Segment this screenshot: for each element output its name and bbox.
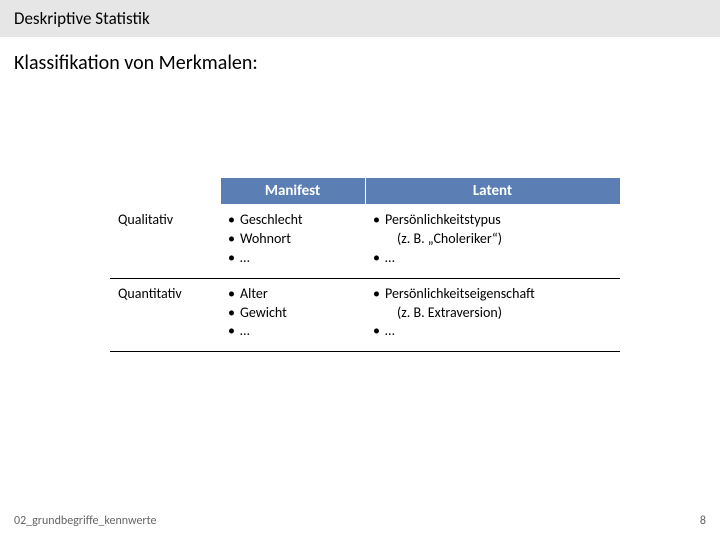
table-row: Qualitativ Geschlecht Wohnort … Persönli… bbox=[110, 205, 620, 279]
slide-subtitle: Klassifikation von Merkmalen: bbox=[0, 37, 720, 75]
classification-table-wrap: Manifest Latent Qualitativ Geschlecht Wo… bbox=[110, 177, 620, 352]
list-item: Gewicht bbox=[228, 304, 357, 323]
list-item: Persönlichkeitseigenschaft (z. B. Extrav… bbox=[373, 285, 612, 323]
list-qualitativ-latent: Persönlichkeitstypus (z. B. „Choleriker“… bbox=[373, 211, 612, 268]
list-item-sub: (z. B. Extraversion) bbox=[385, 304, 612, 323]
slide-title-bar: Deskriptive Statistik bbox=[0, 0, 720, 37]
list-qualitativ-manifest: Geschlecht Wohnort … bbox=[228, 211, 357, 268]
row-label-quantitativ: Quantitativ bbox=[110, 278, 220, 352]
table-row: Quantitativ Alter Gewicht … Persönlichke… bbox=[110, 278, 620, 352]
list-item-sub: (z. B. „Choleriker“) bbox=[385, 230, 612, 249]
list-quantitativ-manifest: Alter Gewicht … bbox=[228, 285, 357, 342]
slide-footer: 02_grundbegriffe_kennwerte 8 bbox=[14, 514, 706, 528]
classification-table: Manifest Latent Qualitativ Geschlecht Wo… bbox=[110, 177, 621, 352]
table-header-latent: Latent bbox=[365, 178, 620, 205]
list-item: … bbox=[228, 249, 357, 268]
list-item: … bbox=[228, 322, 357, 341]
list-item: Geschlecht bbox=[228, 211, 357, 230]
list-item: … bbox=[373, 249, 612, 268]
slide-title: Deskriptive Statistik bbox=[14, 8, 150, 29]
list-item: Persönlichkeitstypus (z. B. „Choleriker“… bbox=[373, 211, 612, 249]
row-label-qualitativ: Qualitativ bbox=[110, 205, 220, 279]
list-item: … bbox=[373, 322, 612, 341]
list-item: Alter bbox=[228, 285, 357, 304]
list-item-text: Persönlichkeitstypus bbox=[385, 211, 501, 228]
page-number: 8 bbox=[700, 514, 706, 528]
table-header-blank bbox=[110, 178, 220, 205]
list-quantitativ-latent: Persönlichkeitseigenschaft (z. B. Extrav… bbox=[373, 285, 612, 342]
list-item-text: Persönlichkeitseigenschaft bbox=[385, 285, 535, 302]
cell-qualitativ-latent: Persönlichkeitstypus (z. B. „Choleriker“… bbox=[365, 205, 620, 279]
cell-quantitativ-latent: Persönlichkeitseigenschaft (z. B. Extrav… bbox=[365, 278, 620, 352]
cell-qualitativ-manifest: Geschlecht Wohnort … bbox=[220, 205, 365, 279]
table-header-row: Manifest Latent bbox=[110, 178, 620, 205]
footer-left: 02_grundbegriffe_kennwerte bbox=[14, 514, 156, 528]
list-item: Wohnort bbox=[228, 230, 357, 249]
cell-quantitativ-manifest: Alter Gewicht … bbox=[220, 278, 365, 352]
table-header-manifest: Manifest bbox=[220, 178, 365, 205]
